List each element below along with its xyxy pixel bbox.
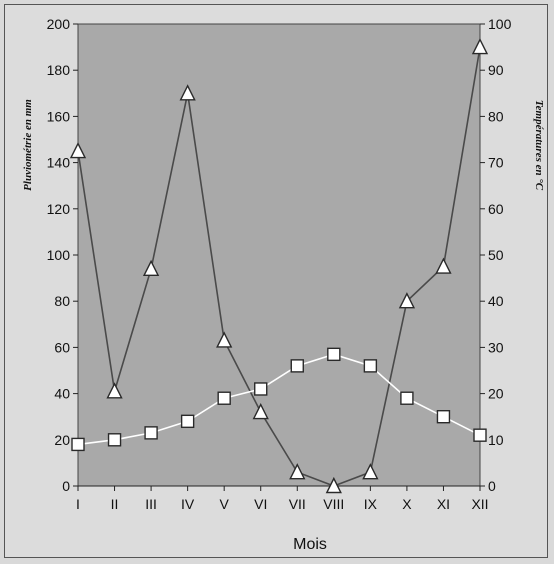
square-marker	[107, 433, 122, 447]
series-layer	[69, 38, 489, 494]
triangle-marker	[362, 463, 379, 480]
x-tick-label: V	[220, 496, 230, 512]
square-marker	[254, 382, 268, 396]
triangle-marker	[106, 382, 123, 399]
triangle-marker	[142, 259, 160, 277]
right-tick-label: 50	[488, 247, 504, 263]
left-tick-label: 0	[62, 478, 70, 494]
chart-frame: 0 20 40 60 80 100 120 140 160 180 200 0 10 20 30 40 50 6…	[4, 4, 548, 558]
square-marker	[400, 391, 414, 405]
x-tick-label: XI	[437, 496, 450, 512]
plot-area	[77, 23, 481, 487]
right-tick-label: 70	[488, 155, 504, 171]
right-tick-label: 0	[488, 478, 496, 494]
x-tick-label: VII	[289, 496, 306, 512]
triangle-marker	[435, 257, 452, 274]
square-marker	[473, 428, 487, 442]
triangle-marker	[69, 141, 87, 159]
x-tick-label: II	[111, 496, 119, 512]
left-tick-label: 180	[47, 62, 71, 78]
left-tick-label: 140	[47, 155, 71, 171]
x-tick-label: XII	[471, 496, 488, 512]
left-tick-label: 80	[54, 293, 70, 309]
right-tick-label: 20	[488, 386, 504, 402]
square-marker	[363, 359, 378, 373]
triangle-marker	[252, 403, 269, 420]
left-tick-label: 200	[47, 16, 71, 32]
right-tick-label: 80	[488, 108, 504, 124]
triangle-marker	[216, 331, 233, 348]
x-tick-label: VIII	[323, 496, 344, 512]
right-tick-label: 90	[488, 62, 504, 78]
combined-rainfall-temperature-chart: 0 20 40 60 80 100 120 140 160 180 200 0 10 20 30 40 50 6…	[22, 16, 545, 553]
square-marker	[290, 359, 304, 373]
x-tick-label: IV	[181, 496, 195, 512]
triangle-marker	[289, 463, 306, 480]
left-tick-label: 20	[54, 432, 70, 448]
triangle-marker	[471, 38, 489, 55]
left-tick-label: 100	[47, 247, 71, 263]
series-line-1	[77, 46, 481, 487]
left-axis-title: Pluviométrie en mm	[22, 99, 34, 191]
x-tick-label: III	[145, 496, 157, 512]
left-tick-label: 40	[54, 386, 70, 402]
x-tick-label: I	[76, 496, 80, 512]
right-tick-label: 30	[488, 339, 504, 355]
right-tick-label: 100	[488, 16, 512, 32]
square-marker	[144, 426, 158, 440]
triangle-marker	[179, 84, 196, 101]
triangle-marker	[325, 476, 342, 494]
square-marker	[436, 410, 451, 424]
x-axis-ticks: I II III IV V VI VII VIII IX X XI XII	[76, 486, 489, 512]
left-tick-label: 160	[47, 108, 71, 124]
x-axis-title: Mois	[293, 536, 327, 553]
right-axis-title: Températures en °C	[533, 100, 545, 191]
square-marker	[180, 414, 195, 429]
right-tick-label: 10	[488, 432, 504, 448]
left-tick-label: 120	[47, 201, 71, 217]
square-marker	[217, 391, 231, 405]
square-marker	[327, 347, 341, 362]
right-tick-label: 40	[488, 293, 504, 309]
square-marker	[71, 437, 85, 452]
right-tick-label: 60	[488, 201, 504, 217]
x-tick-label: X	[402, 496, 412, 512]
x-tick-label: VI	[254, 496, 267, 512]
x-tick-label: IX	[364, 496, 378, 512]
left-axis-ticks: 0 20 40 60 80 100 120 140 160 180 200	[47, 16, 78, 494]
left-tick-label: 60	[54, 339, 70, 355]
right-axis-ticks: 0 10 20 30 40 50 60 70 80 90 100	[480, 16, 512, 494]
triangle-marker	[398, 292, 416, 309]
